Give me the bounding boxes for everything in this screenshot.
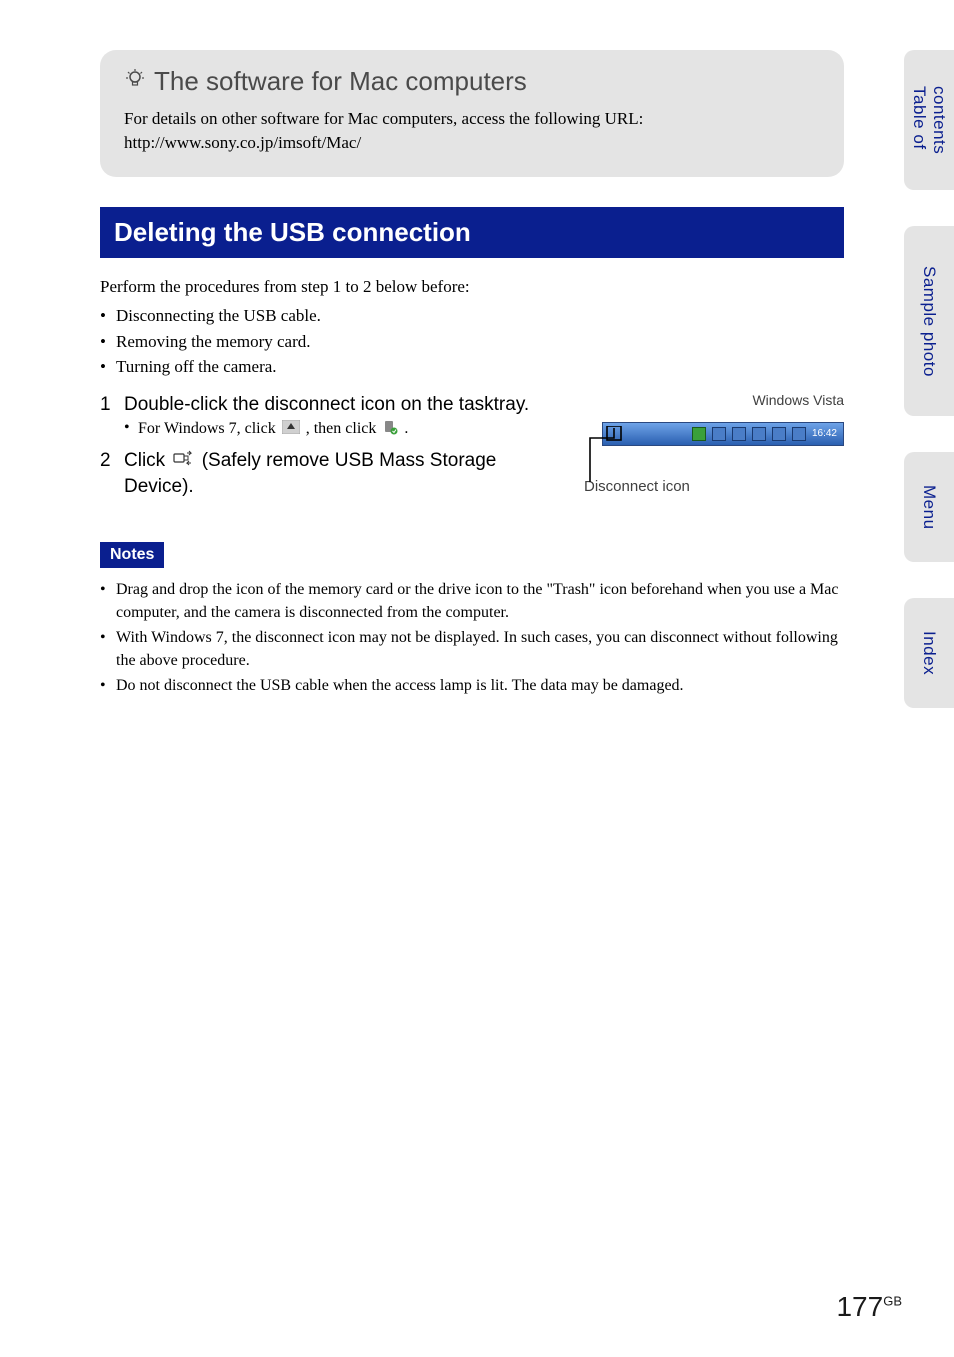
tab-label: contentsTable of bbox=[909, 86, 949, 154]
usb-device-icon bbox=[173, 448, 193, 474]
tray-icon bbox=[732, 427, 746, 441]
page-content: The software for Mac computers For detai… bbox=[0, 0, 954, 740]
intro-bullets: Disconnecting the USB cable. Removing th… bbox=[100, 303, 844, 380]
tip-title: The software for Mac computers bbox=[124, 66, 820, 97]
tray-wrap: 16:42 Disconnect icon bbox=[584, 422, 844, 495]
bullet-item: Removing the memory card. bbox=[100, 329, 844, 355]
tab-label: Sample photo bbox=[919, 266, 939, 377]
figure-area: Windows Vista 16:42 Disconnect icon bbox=[584, 392, 844, 508]
step-2-body: Click (Safely remove USB Mass Storage De… bbox=[124, 448, 566, 499]
step-2-number: 2 bbox=[100, 448, 114, 499]
bullet-item: Disconnecting the USB cable. bbox=[100, 303, 844, 329]
step-1-number: 1 bbox=[100, 392, 114, 441]
step-1-sub-a: For Windows 7, click bbox=[138, 420, 280, 437]
taskbar-tray: 16:42 bbox=[602, 422, 844, 446]
step-2-title-a: Click bbox=[124, 450, 170, 471]
notes-item: Do not disconnect the USB cable when the… bbox=[100, 674, 844, 697]
step-1-title: Double-click the disconnect icon on the … bbox=[124, 392, 566, 418]
tip-line1: For details on other software for Mac co… bbox=[124, 107, 820, 131]
tip-line2: http://www.sony.co.jp/imsoft/Mac/ bbox=[124, 131, 820, 155]
tray-safely-remove-icon bbox=[692, 427, 706, 441]
side-tabs: contentsTable of Sample photo Menu Index bbox=[904, 50, 954, 708]
step-1-sub-c: . bbox=[404, 420, 408, 437]
page-number: 177GB bbox=[836, 1291, 902, 1323]
step-1-sub-b: , then click bbox=[306, 420, 381, 437]
notes-list: Drag and drop the icon of the memory car… bbox=[100, 578, 844, 698]
disconnect-label: Disconnect icon bbox=[584, 478, 844, 495]
tray-icon bbox=[752, 427, 766, 441]
step-1: 1 Double-click the disconnect icon on th… bbox=[100, 392, 566, 441]
tray-clock: 16:42 bbox=[812, 428, 837, 439]
tip-title-text: The software for Mac computers bbox=[154, 66, 527, 97]
steps-area: 1 Double-click the disconnect icon on th… bbox=[100, 392, 844, 508]
lightbulb-icon bbox=[124, 68, 146, 96]
tab-table-of-contents[interactable]: contentsTable of bbox=[904, 50, 954, 190]
tab-label: Menu bbox=[919, 485, 939, 530]
step-1-sub: For Windows 7, click , then click bbox=[124, 419, 566, 440]
step-1-body: Double-click the disconnect icon on the … bbox=[124, 392, 566, 441]
usb-eject-small-icon bbox=[382, 419, 398, 440]
page-number-suffix: GB bbox=[883, 1294, 902, 1309]
tray-arrow-icon bbox=[282, 420, 300, 439]
steps-left: 1 Double-click the disconnect icon on th… bbox=[100, 392, 566, 508]
vista-label: Windows Vista bbox=[584, 392, 844, 408]
tray-icon bbox=[772, 427, 786, 441]
page-number-value: 177 bbox=[836, 1291, 883, 1322]
tip-box: The software for Mac computers For detai… bbox=[100, 50, 844, 177]
notes-item: Drag and drop the icon of the memory car… bbox=[100, 578, 844, 624]
tab-sample-photo[interactable]: Sample photo bbox=[904, 226, 954, 416]
tab-index[interactable]: Index bbox=[904, 598, 954, 708]
step-2-title: Click (Safely remove USB Mass Storage De… bbox=[124, 448, 566, 499]
tab-label: Index bbox=[919, 631, 939, 675]
callout-line-icon bbox=[584, 426, 622, 484]
tray-icon bbox=[712, 427, 726, 441]
step-2: 2 Click (Safely remove USB Mas bbox=[100, 448, 566, 499]
tab-menu[interactable]: Menu bbox=[904, 452, 954, 562]
notes-item: With Windows 7, the disconnect icon may … bbox=[100, 626, 844, 672]
tip-body: For details on other software for Mac co… bbox=[124, 107, 820, 155]
intro-text: Perform the procedures from step 1 to 2 … bbox=[100, 274, 844, 300]
bullet-item: Turning off the camera. bbox=[100, 354, 844, 380]
section-header: Deleting the USB connection bbox=[100, 207, 844, 258]
tray-icon bbox=[792, 427, 806, 441]
notes-badge: Notes bbox=[100, 542, 164, 568]
